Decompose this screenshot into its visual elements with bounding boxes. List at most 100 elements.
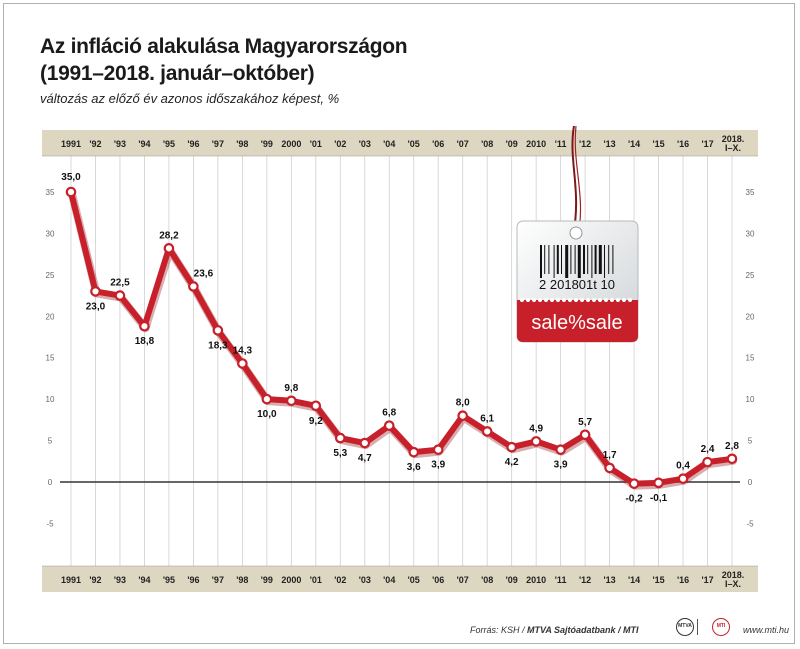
x-tick-label-top: '07 — [457, 139, 469, 149]
data-label: 18,8 — [135, 336, 155, 347]
barcode-bar — [598, 245, 602, 274]
data-point — [726, 453, 738, 465]
x-tick-label-bottom: '17 — [701, 575, 713, 585]
x-tick-label-top: '98 — [236, 139, 248, 149]
perforation-dot — [550, 298, 554, 302]
barcode-bar — [583, 245, 585, 274]
data-point — [677, 473, 689, 484]
x-tick-label-bottom: '08 — [481, 575, 493, 585]
x-tick-label-bottom: '15 — [652, 575, 664, 585]
y-tick-label-right: 20 — [746, 312, 755, 321]
data-label: 4,9 — [529, 423, 543, 434]
source-bold: MTVA Sajtóadatbank / MTI — [527, 625, 639, 635]
x-tick-label-bottom: '04 — [383, 575, 395, 585]
data-label: 23,6 — [194, 268, 214, 279]
data-point — [383, 420, 395, 431]
title-line-1: Az infláció alakulása Magyarországon — [40, 35, 408, 58]
mti-logo-icon: MTI — [712, 618, 730, 636]
perforation-dot — [526, 298, 530, 302]
data-label: 3,9 — [554, 460, 568, 471]
x-tick-label-bottom: '11 — [555, 575, 567, 585]
x-tick-label-top: '09 — [506, 139, 518, 149]
x-tick-label-top: 2000 — [281, 139, 301, 149]
y-tick-label-right: 15 — [746, 354, 755, 363]
x-tick-label-bottom: 2010 — [526, 575, 546, 585]
data-point — [90, 286, 101, 297]
inflation-series-line — [68, 189, 735, 487]
x-tick-label-bottom: '94 — [138, 575, 150, 585]
data-label: 10,0 — [257, 409, 277, 420]
perforation-dot — [604, 298, 608, 302]
x-tick-label-top: '11 — [555, 139, 567, 149]
x-tick-label-top: 1991 — [61, 139, 81, 149]
x-tick-label-top: '16 — [677, 139, 689, 149]
x-tick-label-top: '97 — [212, 139, 224, 149]
x-tick-label-top: '92 — [89, 139, 101, 149]
top-year-band — [42, 130, 758, 156]
x-tick-label-top: '96 — [187, 139, 199, 149]
y-tick-label-right: 25 — [746, 271, 755, 280]
tag-hole — [569, 226, 583, 240]
data-point — [310, 400, 322, 412]
data-label: 6,1 — [480, 413, 494, 424]
perforation-dot — [592, 298, 596, 302]
x-tick-label-top: '05 — [408, 139, 420, 149]
data-point — [237, 358, 248, 369]
y-tick-label-left: 25 — [46, 271, 55, 280]
barcode-bar — [561, 245, 562, 274]
perforation-dot — [598, 298, 602, 302]
data-label: 4,2 — [505, 457, 519, 468]
barcode-bar — [612, 245, 614, 274]
x-tick-label-bottom: '02 — [334, 575, 346, 585]
x-tick-label-bottom: 2000 — [281, 575, 301, 585]
barcode-bar — [574, 245, 576, 274]
barcode-number: 2 201801t 10 — [539, 277, 615, 292]
data-label: 0,4 — [676, 461, 690, 472]
x-tick-label-bottom: '09 — [506, 575, 518, 585]
x-tick-label-bottom: '98 — [236, 575, 248, 585]
perforation-dot — [622, 298, 626, 302]
x-tick-label-top: '99 — [261, 139, 273, 149]
barcode-bar — [565, 245, 569, 278]
barcode-bar — [556, 245, 559, 274]
barcode-bar — [544, 245, 546, 274]
x-tick-label-top: '13 — [604, 139, 616, 149]
barcode-bar — [608, 245, 610, 274]
perforation-dot — [520, 298, 524, 302]
x-tick-label-top: '94 — [138, 139, 150, 149]
x-tick-label-bottom: '13 — [604, 575, 616, 585]
data-point — [163, 243, 175, 254]
y-tick-label-left: 10 — [46, 395, 55, 404]
x-tick-label-bottom: '14 — [628, 575, 640, 585]
chart-frame — [3, 3, 795, 644]
data-point — [286, 395, 297, 407]
data-label: 28,2 — [159, 230, 179, 241]
x-tick-label-top: '15 — [652, 139, 664, 149]
perforation-dot — [616, 298, 620, 302]
y-tick-label-right: 0 — [748, 478, 753, 487]
data-label: 1,7 — [603, 450, 617, 461]
x-tick-label-bottom: '05 — [408, 575, 420, 585]
y-tick-label-left: 5 — [48, 437, 53, 446]
y-tick-label-left: 30 — [46, 229, 55, 238]
perforation-dot — [556, 298, 560, 302]
data-point — [702, 456, 713, 468]
x-tick-label-top: '01 — [310, 139, 322, 149]
y-tick-label-right: 35 — [746, 188, 755, 197]
data-point — [628, 478, 640, 489]
x-tick-label-top: '02 — [334, 139, 346, 149]
chart-subtitle: változás az előző év azonos időszakához … — [40, 91, 340, 106]
barcode-bar — [587, 245, 589, 274]
y-tick-label-left: 20 — [46, 312, 55, 321]
data-label: 14,3 — [233, 346, 253, 357]
x-tick-label-top: '93 — [114, 139, 126, 149]
perforation-dot — [580, 298, 584, 302]
data-point — [188, 281, 199, 292]
x-tick-label-top: '03 — [359, 139, 371, 149]
x-tick-label-top: '04 — [383, 139, 395, 149]
data-point — [555, 444, 566, 455]
barcode-bar — [553, 245, 555, 278]
data-point — [457, 410, 469, 422]
data-label: 3,6 — [407, 462, 421, 473]
x-tick-label-bottom: '96 — [187, 575, 199, 585]
